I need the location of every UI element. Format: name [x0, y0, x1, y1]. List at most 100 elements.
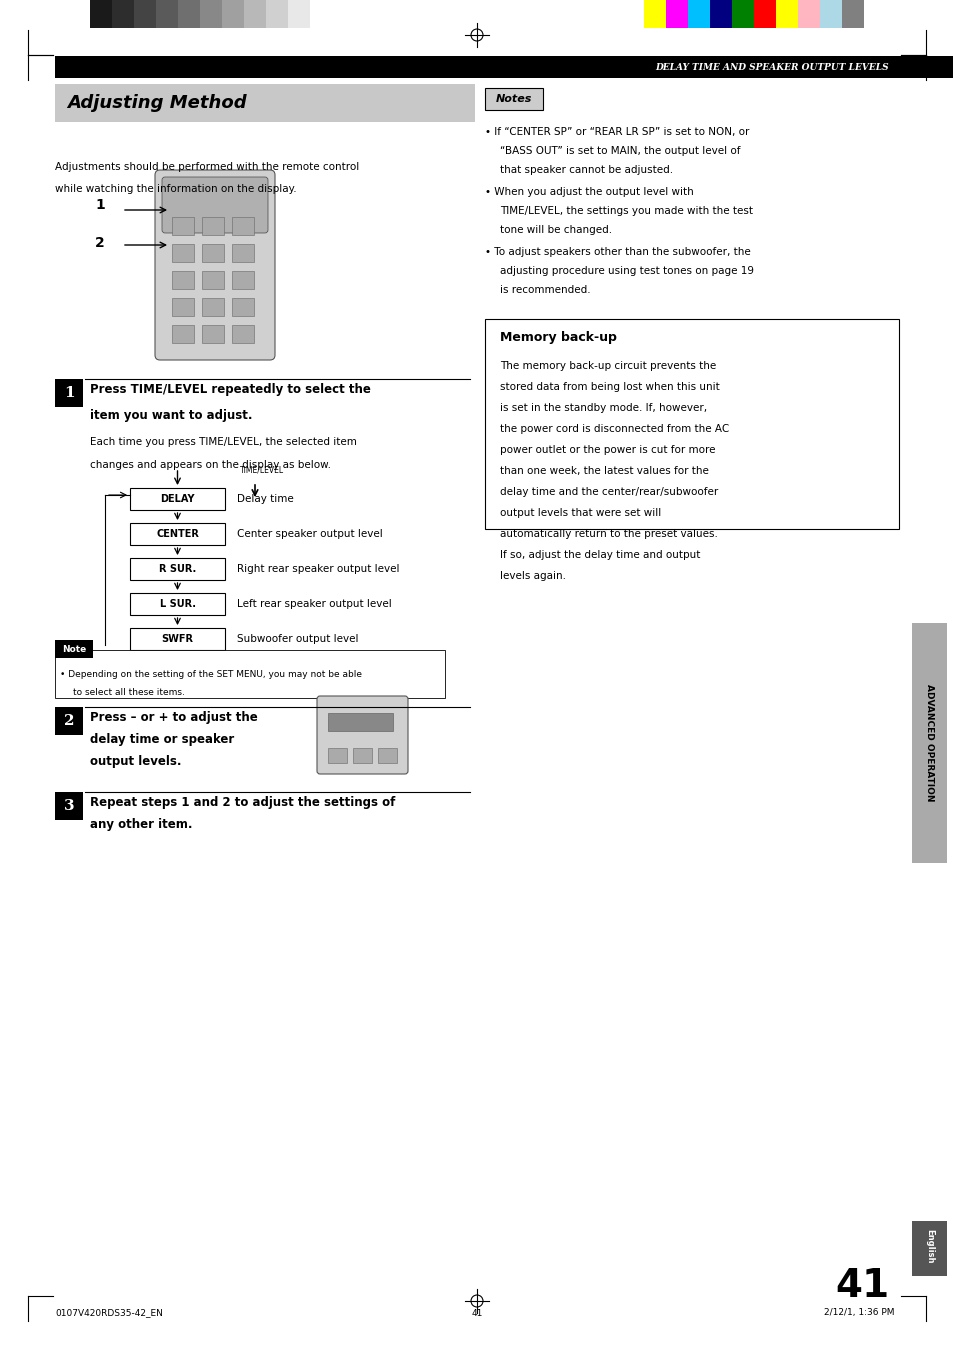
Bar: [55, 55, 953, 78]
Bar: [775, 0, 797, 28]
Text: adjusting procedure using test tones on page 19: adjusting procedure using test tones on …: [499, 266, 753, 276]
Text: TIME/LEVEL: TIME/LEVEL: [240, 466, 284, 476]
Bar: [130, 523, 225, 544]
Bar: [55, 84, 475, 122]
Text: 2: 2: [64, 713, 74, 728]
Bar: [202, 218, 224, 235]
Bar: [266, 0, 288, 28]
Bar: [731, 0, 753, 28]
Text: 1: 1: [95, 199, 105, 212]
Text: output levels that were set will: output levels that were set will: [499, 508, 660, 517]
Bar: [55, 707, 83, 735]
Text: DELAY TIME AND SPEAKER OUTPUT LEVELS: DELAY TIME AND SPEAKER OUTPUT LEVELS: [655, 62, 888, 72]
Text: that speaker cannot be adjusted.: that speaker cannot be adjusted.: [499, 165, 673, 176]
Text: TIME/LEVEL, the settings you made with the test: TIME/LEVEL, the settings you made with t…: [499, 205, 752, 216]
Text: item you want to adjust.: item you want to adjust.: [90, 409, 253, 422]
Text: Delay time: Delay time: [236, 494, 294, 504]
Text: 41: 41: [834, 1267, 888, 1305]
Text: than one week, the latest values for the: than one week, the latest values for the: [499, 466, 708, 476]
Bar: [288, 0, 310, 28]
Bar: [643, 0, 665, 28]
Bar: [665, 0, 687, 28]
Bar: [820, 0, 841, 28]
Text: any other item.: any other item.: [90, 817, 193, 831]
Text: Notes: Notes: [496, 95, 532, 104]
Bar: [232, 299, 253, 316]
Text: Repeat steps 1 and 2 to adjust the settings of: Repeat steps 1 and 2 to adjust the setti…: [90, 796, 395, 809]
Text: stored data from being lost when this unit: stored data from being lost when this un…: [499, 382, 719, 392]
Text: power outlet or the power is cut for more: power outlet or the power is cut for mor…: [499, 444, 715, 455]
Bar: [172, 299, 193, 316]
Bar: [797, 0, 820, 28]
Bar: [232, 245, 253, 262]
FancyBboxPatch shape: [162, 177, 268, 232]
Bar: [484, 88, 542, 109]
Text: Right rear speaker output level: Right rear speaker output level: [236, 563, 399, 574]
Bar: [202, 326, 224, 343]
Bar: [130, 558, 225, 580]
Text: CENTER: CENTER: [156, 530, 199, 539]
Text: 1: 1: [64, 386, 74, 400]
Text: L SUR.: L SUR.: [159, 598, 195, 609]
Bar: [911, 1221, 946, 1275]
Text: Left rear speaker output level: Left rear speaker output level: [236, 598, 392, 609]
Bar: [55, 640, 92, 658]
Bar: [90, 0, 112, 28]
Bar: [172, 218, 193, 235]
Bar: [55, 650, 444, 698]
Bar: [202, 245, 224, 262]
Text: Center speaker output level: Center speaker output level: [236, 530, 382, 539]
Text: to select all these items.: to select all these items.: [73, 688, 185, 697]
Bar: [244, 0, 266, 28]
Bar: [328, 713, 393, 731]
Bar: [133, 0, 156, 28]
Bar: [328, 748, 347, 763]
Text: English: English: [924, 1229, 933, 1263]
Bar: [156, 0, 178, 28]
Text: Adjusting Method: Adjusting Method: [67, 95, 247, 112]
Bar: [310, 0, 332, 28]
Text: If so, adjust the delay time and output: If so, adjust the delay time and output: [499, 550, 700, 561]
Bar: [55, 792, 83, 820]
Text: • Depending on the setting of the SET MENU, you may not be able: • Depending on the setting of the SET ME…: [60, 670, 361, 680]
Bar: [172, 245, 193, 262]
Text: 3: 3: [64, 798, 74, 813]
Text: delay time or speaker: delay time or speaker: [90, 734, 234, 746]
Text: 2: 2: [95, 236, 105, 250]
FancyBboxPatch shape: [316, 696, 408, 774]
Bar: [377, 748, 396, 763]
Text: • When you adjust the output level with: • When you adjust the output level with: [484, 186, 693, 197]
Text: DELAY: DELAY: [160, 494, 194, 504]
Text: Press – or + to adjust the: Press – or + to adjust the: [90, 711, 257, 724]
Text: R SUR.: R SUR.: [159, 563, 196, 574]
Bar: [130, 628, 225, 650]
Text: automatically return to the preset values.: automatically return to the preset value…: [499, 530, 717, 539]
Text: output levels.: output levels.: [90, 755, 181, 767]
Text: Subwoofer output level: Subwoofer output level: [236, 634, 358, 644]
Bar: [709, 0, 731, 28]
Text: The memory back-up circuit prevents the: The memory back-up circuit prevents the: [499, 361, 716, 372]
Text: is set in the standby mode. If, however,: is set in the standby mode. If, however,: [499, 403, 706, 413]
Bar: [353, 748, 372, 763]
Bar: [130, 593, 225, 615]
Text: “BASS OUT” is set to MAIN, the output level of: “BASS OUT” is set to MAIN, the output le…: [499, 146, 740, 155]
Bar: [55, 380, 83, 407]
Text: Memory back-up: Memory back-up: [499, 331, 617, 345]
Text: Press TIME/LEVEL repeatedly to select the: Press TIME/LEVEL repeatedly to select th…: [90, 382, 371, 396]
Text: ADVANCED OPERATION: ADVANCED OPERATION: [924, 685, 933, 801]
Text: while watching the information on the display.: while watching the information on the di…: [55, 184, 296, 195]
Bar: [112, 0, 133, 28]
Text: 41: 41: [471, 1309, 482, 1317]
Bar: [172, 272, 193, 289]
Text: • If “CENTER SP” or “REAR LR SP” is set to NON, or: • If “CENTER SP” or “REAR LR SP” is set …: [484, 127, 749, 136]
Text: the power cord is disconnected from the AC: the power cord is disconnected from the …: [499, 424, 728, 434]
Bar: [202, 272, 224, 289]
FancyBboxPatch shape: [154, 170, 274, 359]
Text: changes and appears on the display as below.: changes and appears on the display as be…: [90, 459, 331, 470]
Bar: [172, 326, 193, 343]
Bar: [200, 0, 222, 28]
Bar: [687, 0, 709, 28]
Bar: [130, 488, 225, 509]
Bar: [222, 0, 244, 28]
Text: delay time and the center/rear/subwoofer: delay time and the center/rear/subwoofer: [499, 486, 718, 497]
